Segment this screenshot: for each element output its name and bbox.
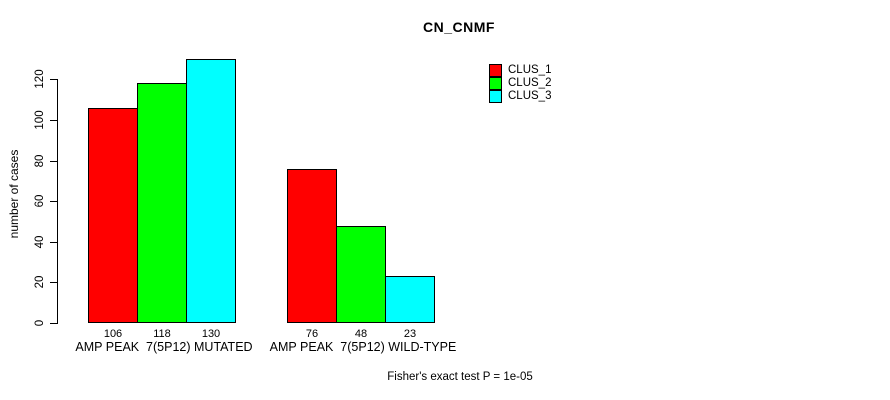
legend: CLUS_1 CLUS_2 CLUS_3 [489, 63, 552, 103]
legend-label: CLUS_1 [508, 64, 552, 76]
x-category-label-mutated: AMP PEAK 7(5P12) MUTATED [75, 340, 253, 354]
y-tick-mark [50, 201, 58, 202]
legend-label: CLUS_2 [508, 77, 552, 89]
y-tick-label: 120 [34, 69, 46, 89]
y-tick-mark [50, 323, 58, 324]
bar-value-label: 48 [354, 328, 368, 340]
y-tick-label: 0 [34, 319, 46, 327]
bar-clus_1-group1 [88, 108, 138, 323]
chart-title: CN_CNMF [423, 19, 495, 35]
y-tick-mark [50, 120, 58, 121]
legend-swatch [489, 76, 502, 90]
bar-clus_2-group2 [336, 226, 386, 323]
legend-label: CLUS_3 [508, 90, 552, 102]
y-tick-label: 80 [34, 154, 46, 168]
x-category-label-wildtype: AMP PEAK 7(5P12) WILD-TYPE [269, 340, 457, 354]
bar-value-label: 130 [201, 328, 221, 340]
y-tick-mark [50, 282, 58, 283]
legend-swatch [489, 63, 502, 77]
bar-clus_2-group1 [137, 83, 187, 323]
y-tick-mark [50, 79, 58, 80]
annotation-text: Fisher's exact test P = 1e-05 [387, 371, 533, 383]
legend-item-clus_1: CLUS_1 [489, 63, 552, 77]
bar-value-label: 118 [153, 328, 171, 340]
bar-value-label: 106 [103, 328, 123, 340]
y-tick-label: 40 [34, 235, 46, 249]
bar-clus_1-group2 [287, 169, 337, 323]
bar-clus_3-group2 [385, 276, 435, 323]
y-tick-mark [50, 242, 58, 243]
legend-item-clus_3: CLUS_3 [489, 89, 552, 103]
legend-swatch [489, 89, 502, 103]
bar-value-label: 23 [403, 328, 417, 340]
y-tick-label: 60 [34, 194, 46, 208]
y-tick-mark [50, 161, 58, 162]
legend-item-clus_2: CLUS_2 [489, 76, 552, 90]
bar-clus_3-group1 [186, 59, 236, 323]
y-tick-label: 20 [34, 275, 46, 289]
y-tick-label: 100 [34, 110, 46, 130]
y-axis-title: number of cases [7, 149, 21, 239]
bar-value-label: 76 [305, 328, 319, 340]
